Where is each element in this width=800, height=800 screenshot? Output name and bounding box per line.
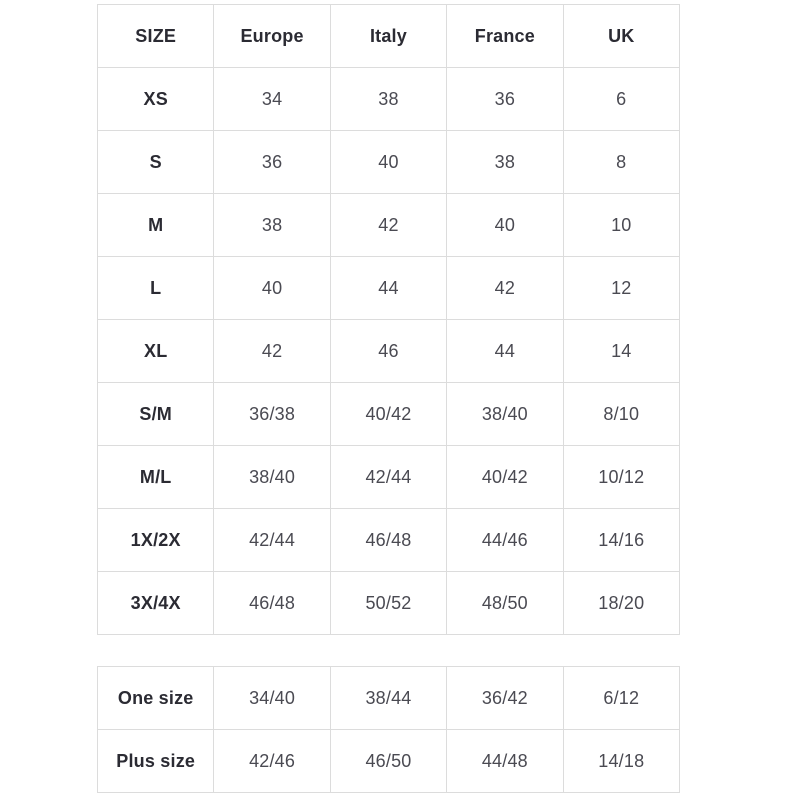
size-value-cell: 48/50	[446, 571, 564, 635]
size-value-cell: 42	[329, 193, 448, 257]
size-value-cell: 40	[329, 130, 448, 194]
table-row: XL 42 46 44 14	[96, 319, 681, 383]
size-value-cell: 40	[213, 256, 331, 320]
size-value-cell: 40	[446, 193, 564, 257]
size-label-cell: 3X/4X	[96, 571, 215, 635]
table-row: M/L 38/40 42/44 40/42 10/12	[96, 445, 681, 509]
size-value-cell: 10/12	[562, 445, 681, 509]
size-label-cell: M/L	[96, 445, 215, 509]
size-value-cell: 38	[446, 130, 564, 194]
table-row: S 36 40 38 8	[96, 130, 681, 194]
size-value-cell: 42/44	[329, 445, 448, 509]
size-value-cell: 8/10	[562, 382, 681, 446]
column-header: UK	[562, 4, 681, 68]
size-value-cell: 14	[562, 319, 681, 383]
size-value-cell: 36	[213, 130, 331, 194]
size-value-cell: 14/16	[562, 508, 681, 572]
table-row: M 38 42 40 10	[96, 193, 681, 257]
size-label-cell: XS	[96, 67, 215, 131]
column-header: Italy	[329, 4, 448, 68]
size-value-cell: 44	[329, 256, 448, 320]
size-value-cell: 46/48	[329, 508, 448, 572]
size-label-cell: Plus size	[96, 729, 215, 793]
size-value-cell: 42	[213, 319, 331, 383]
size-value-cell: 46/48	[213, 571, 331, 635]
size-value-cell: 14/18	[562, 729, 681, 793]
column-header: SIZE	[96, 4, 215, 68]
column-header: France	[446, 4, 564, 68]
size-value-cell: 44/46	[446, 508, 564, 572]
size-label-cell: S/M	[96, 382, 215, 446]
size-label-cell: M	[96, 193, 215, 257]
table-row: 1X/2X 42/44 46/48 44/46 14/16	[96, 508, 681, 572]
special-sizes-table: One size 34/40 38/44 36/42 6/12 Plus size 42/4…	[96, 666, 681, 793]
size-label-cell: S	[96, 130, 215, 194]
size-label-cell: One size	[96, 666, 215, 730]
table-row: One size 34/40 38/44 36/42 6/12	[96, 666, 681, 730]
size-value-cell: 46	[329, 319, 448, 383]
size-value-cell: 38/40	[213, 445, 331, 509]
size-value-cell: 40/42	[329, 382, 448, 446]
table-row: 3X/4X 46/48 50/52 48/50 18/20	[96, 571, 681, 635]
size-value-cell: 34	[213, 67, 331, 131]
size-value-cell: 50/52	[329, 571, 448, 635]
size-label-cell: XL	[96, 319, 215, 383]
size-label-cell: L	[96, 256, 215, 320]
header-row: SIZE Europe Italy France UK	[96, 4, 681, 68]
size-conversion-table: SIZE Europe Italy France UK XS 34 38 36 6 S 36 40 38 8…	[96, 4, 681, 635]
table-row: L 40 44 42 12	[96, 256, 681, 320]
size-value-cell: 40/42	[446, 445, 564, 509]
size-label-cell: 1X/2X	[96, 508, 215, 572]
size-value-cell: 12	[562, 256, 681, 320]
table-row: Plus size 42/46 46/50 44/48 14/18	[96, 729, 681, 793]
table-row: XS 34 38 36 6	[96, 67, 681, 131]
size-value-cell: 42	[446, 256, 564, 320]
size-value-cell: 44/48	[446, 729, 564, 793]
table-row: S/M 36/38 40/42 38/40 8/10	[96, 382, 681, 446]
size-value-cell: 36/42	[446, 666, 564, 730]
size-value-cell: 44	[446, 319, 564, 383]
size-value-cell: 18/20	[562, 571, 681, 635]
size-value-cell: 6	[562, 67, 681, 131]
size-value-cell: 38	[213, 193, 331, 257]
size-value-cell: 10	[562, 193, 681, 257]
size-value-cell: 42/44	[213, 508, 331, 572]
size-value-cell: 42/46	[213, 729, 331, 793]
size-value-cell: 46/50	[329, 729, 448, 793]
size-value-cell: 6/12	[562, 666, 681, 730]
size-value-cell: 36/38	[213, 382, 331, 446]
size-value-cell: 38	[329, 67, 448, 131]
size-value-cell: 36	[446, 67, 564, 131]
size-value-cell: 34/40	[213, 666, 331, 730]
size-value-cell: 38/40	[446, 382, 564, 446]
column-header: Europe	[213, 4, 331, 68]
size-value-cell: 38/44	[329, 666, 448, 730]
size-value-cell: 8	[562, 130, 681, 194]
